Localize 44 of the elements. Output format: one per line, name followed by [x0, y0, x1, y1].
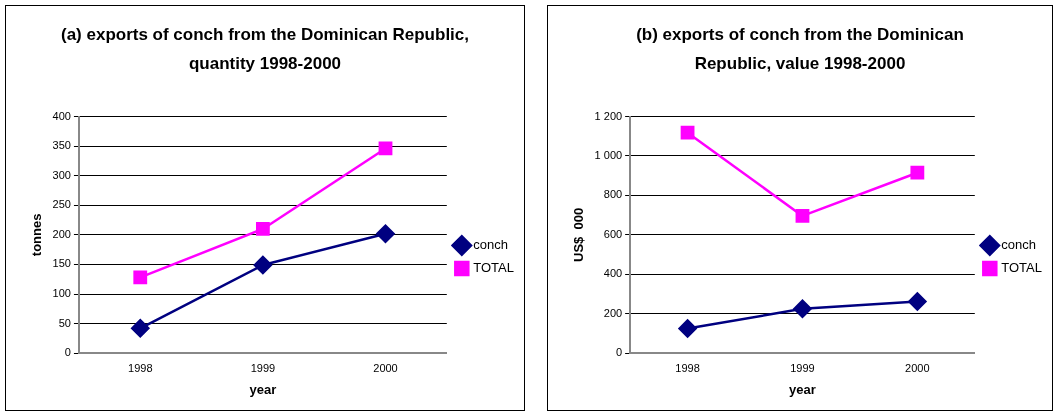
y-tick-label: 400	[603, 267, 623, 280]
point	[131, 319, 150, 338]
y-tick-label: 150	[52, 257, 71, 270]
legend-label: conch	[473, 237, 509, 253]
point	[133, 270, 148, 285]
y-axis-title: US$ 000	[571, 207, 587, 262]
point	[908, 292, 927, 311]
x-tick-label: 1998	[675, 361, 700, 374]
y-tick-label: 600	[603, 227, 623, 240]
point	[376, 224, 395, 243]
x-axis-title: year	[249, 381, 277, 397]
point	[678, 319, 697, 338]
y-tick-label: 800	[603, 188, 623, 201]
y-tick-label: 200	[603, 306, 623, 319]
x-tick-label: 2000	[905, 361, 930, 374]
x-tick-label: 1999	[790, 361, 815, 374]
x-tick-label: 2000	[373, 361, 398, 374]
legend-label: TOTAL	[1001, 260, 1043, 276]
point	[378, 141, 393, 156]
y-tick-label: 400	[52, 109, 71, 122]
point	[680, 125, 695, 140]
x-tick-label: 1999	[250, 361, 276, 374]
x-tick-label: 1998	[128, 361, 153, 374]
point	[795, 209, 810, 223]
y-tick-label: 1 200	[594, 109, 623, 122]
legend-label: conch	[1001, 237, 1037, 253]
y-tick-label: 250	[52, 198, 71, 211]
y-tick-label: 200	[52, 227, 71, 240]
y-axis-title: tonnes	[29, 213, 45, 257]
point	[793, 299, 812, 319]
x-axis-title: year	[789, 381, 816, 397]
y-tick-label: 100	[52, 287, 71, 300]
y-tick-label: 350	[52, 139, 71, 152]
y-tick-label: 300	[52, 168, 71, 181]
y-tick-label: 0	[616, 346, 623, 359]
chart-title: (a) exports of conch from the Dominican Republic, quantity 1998-2000	[60, 24, 470, 75]
point	[253, 255, 273, 275]
y-tick-label: 1 000	[594, 148, 623, 161]
point	[255, 222, 270, 236]
point	[910, 165, 925, 180]
legend-label: TOTAL	[473, 260, 515, 276]
chart-title: (b) exports of conch from the Dominican Republic, value 1998-2000	[635, 24, 965, 75]
y-tick-label: 0	[64, 346, 71, 359]
y-tick-label: 50	[58, 316, 71, 329]
